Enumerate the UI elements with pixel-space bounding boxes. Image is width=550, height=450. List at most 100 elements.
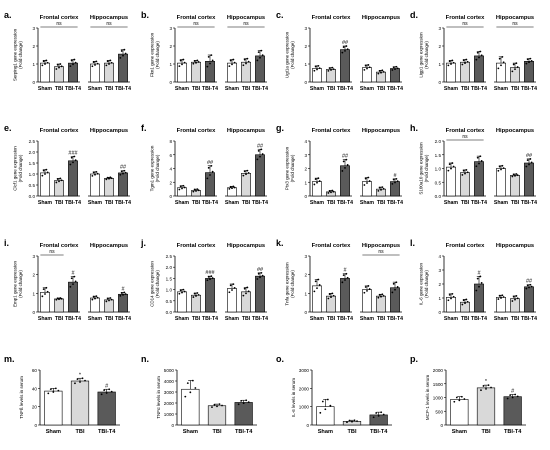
data-point bbox=[178, 292, 181, 295]
y-tick-label: 1 bbox=[32, 291, 35, 296]
data-point bbox=[498, 294, 501, 297]
data-point bbox=[242, 294, 245, 297]
data-point bbox=[330, 191, 332, 194]
data-point bbox=[526, 58, 529, 61]
data-point bbox=[382, 294, 385, 297]
panel-label: j. bbox=[140, 238, 146, 248]
bar bbox=[70, 380, 90, 426]
data-point bbox=[364, 177, 367, 180]
data-point bbox=[109, 59, 112, 62]
significance-label: ns bbox=[49, 249, 55, 255]
data-point bbox=[366, 182, 368, 184]
data-point bbox=[480, 282, 483, 284]
data-point bbox=[197, 293, 200, 296]
data-point bbox=[72, 283, 74, 285]
data-point bbox=[206, 177, 209, 180]
y-tick-label: 3000 bbox=[299, 368, 310, 373]
data-point bbox=[331, 66, 334, 69]
data-point bbox=[74, 382, 76, 385]
data-point bbox=[514, 298, 516, 301]
data-point bbox=[70, 59, 73, 62]
data-point bbox=[193, 292, 196, 295]
y-tick-label: 0 bbox=[32, 80, 35, 85]
x-tick-label: TBI bbox=[377, 86, 386, 92]
y-tick-label: 1 bbox=[304, 62, 307, 67]
data-point bbox=[197, 189, 200, 192]
x-tick-label: TBI bbox=[461, 316, 470, 322]
data-point bbox=[179, 185, 182, 188]
y-axis-label-line: (Fold change) bbox=[424, 270, 429, 298]
y-tick-label: 1 bbox=[304, 291, 307, 296]
x-tick-label: TBI-T4 bbox=[521, 316, 537, 322]
chart-panel-m: m. 0 20 40 60 TNFß levels in serum Sham TBI TBI-… bbox=[4, 354, 120, 435]
data-point bbox=[105, 300, 108, 303]
x-tick-label: Sham bbox=[183, 429, 198, 435]
x-tick-label: TBI bbox=[55, 86, 64, 92]
data-point bbox=[525, 62, 528, 65]
data-point bbox=[366, 290, 368, 292]
y-axis-label: S100a10 gene expression(Fold change) bbox=[418, 142, 428, 195]
data-point bbox=[478, 56, 480, 59]
x-tick-label: Sham bbox=[225, 316, 240, 322]
y-axis-label-line: (Fold change) bbox=[18, 270, 23, 298]
data-point bbox=[346, 276, 349, 279]
data-point bbox=[70, 156, 73, 159]
data-point bbox=[179, 59, 182, 62]
data-point bbox=[380, 411, 383, 414]
data-point bbox=[195, 190, 197, 192]
panel-label: k. bbox=[276, 238, 284, 248]
group-title: Hippocampus bbox=[362, 128, 400, 134]
data-point bbox=[45, 59, 48, 62]
data-point bbox=[396, 286, 399, 288]
data-point bbox=[45, 286, 48, 289]
y-axis-label-line: Ligp1 gene expression bbox=[418, 32, 423, 78]
x-tick-label: TBI-T4 bbox=[337, 316, 353, 322]
data-point bbox=[466, 300, 469, 303]
significance-label: ## bbox=[207, 160, 214, 166]
y-tick-label: 0 bbox=[169, 80, 172, 85]
panel-label: h. bbox=[410, 123, 418, 133]
data-point bbox=[91, 65, 94, 68]
x-tick-label: TBI bbox=[192, 86, 201, 92]
data-point bbox=[380, 188, 382, 191]
data-point bbox=[516, 66, 519, 68]
data-point bbox=[351, 420, 353, 423]
group-title: Frontal cortex bbox=[177, 128, 216, 134]
y-tick-label: 5000 bbox=[164, 368, 175, 373]
data-point bbox=[209, 174, 211, 176]
data-point bbox=[461, 303, 464, 306]
data-point bbox=[314, 178, 317, 181]
data-point bbox=[74, 159, 77, 162]
data-point bbox=[345, 272, 348, 275]
y-tick-label: 1.0 bbox=[435, 167, 442, 172]
bar bbox=[191, 61, 201, 83]
data-point bbox=[530, 161, 533, 164]
data-point bbox=[124, 293, 127, 295]
data-point bbox=[514, 393, 517, 396]
data-point bbox=[475, 289, 478, 292]
data-point bbox=[195, 295, 197, 297]
data-point bbox=[448, 163, 451, 166]
y-tick-label: 0 bbox=[171, 423, 174, 428]
y-tick-label: 2.0 bbox=[29, 150, 36, 155]
data-point bbox=[41, 174, 44, 177]
data-point bbox=[327, 192, 330, 194]
data-point bbox=[451, 59, 454, 62]
data-point bbox=[516, 297, 519, 300]
bar bbox=[44, 390, 63, 426]
y-axis-label-line: (Fold change) bbox=[155, 154, 160, 182]
x-tick-label: Sham bbox=[494, 200, 509, 206]
chart-panel-i: i. 0 1 2 3 Emp1 gene expression(Fold change) F… bbox=[4, 238, 131, 322]
x-tick-label: TBI bbox=[242, 200, 251, 206]
bar bbox=[510, 175, 520, 197]
bar bbox=[118, 293, 128, 313]
data-point bbox=[480, 389, 482, 392]
data-point bbox=[192, 62, 195, 65]
data-point bbox=[498, 165, 501, 168]
data-point bbox=[460, 395, 463, 398]
x-tick-label: Sham bbox=[444, 86, 459, 92]
data-point bbox=[210, 54, 213, 57]
group-title: Frontal cortex bbox=[446, 15, 485, 21]
data-point bbox=[228, 65, 231, 68]
bar bbox=[524, 60, 534, 83]
